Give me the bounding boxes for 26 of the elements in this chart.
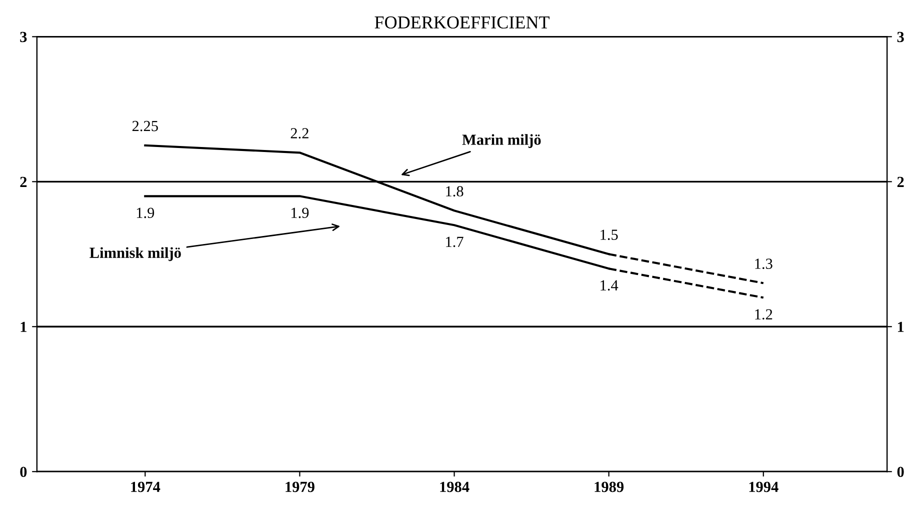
data-label: 1.9	[136, 208, 154, 218]
chart-title: FODERKOEFFICIENT	[374, 16, 550, 29]
annotation: Limnisk miljö	[90, 247, 181, 262]
data-label: 1.7	[446, 236, 464, 248]
data-label: 1.5	[600, 230, 618, 240]
x-tick-label: 1994	[749, 482, 778, 492]
x-tick-label: 1974	[131, 482, 160, 492]
y2-tick-label: 2	[897, 176, 904, 187]
data-label: 1.3	[755, 258, 772, 269]
x-tick-label: 1979	[286, 482, 314, 492]
y-tick-label: 0	[20, 466, 27, 478]
y2-tick-label: 1	[898, 322, 904, 332]
y-tick-label: 2	[20, 176, 27, 187]
data-label: 2.25	[132, 120, 158, 132]
y2-tick-label: 0	[897, 466, 904, 478]
data-label: 1.2	[755, 309, 772, 320]
y2-tick-label: 3	[897, 32, 904, 42]
annotation: Marin miljö	[462, 134, 541, 148]
y-tick-label: 3	[20, 32, 27, 42]
data-label: 1.8	[446, 186, 464, 196]
x-tick-label: 1984	[440, 482, 470, 492]
data-label: 2.2	[290, 128, 308, 139]
y-tick-label: 1	[20, 322, 26, 332]
data-label: 1.9	[292, 208, 309, 218]
x-tick-label: 1989	[594, 482, 624, 492]
data-label: 1.4	[600, 280, 618, 291]
